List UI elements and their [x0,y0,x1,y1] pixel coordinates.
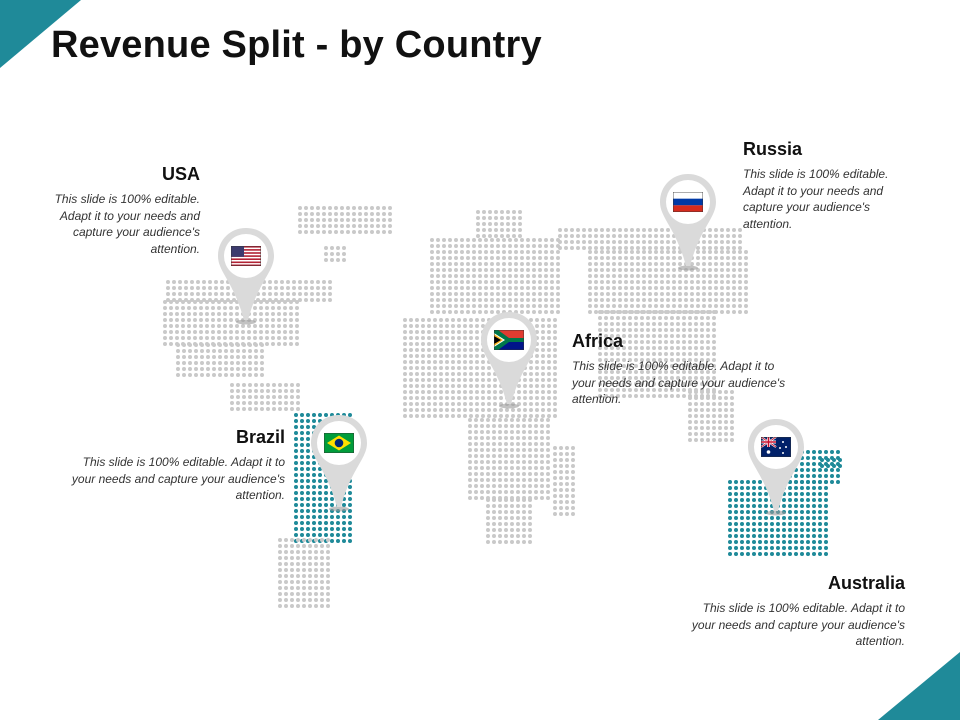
usa-description: This slide is 100% editable. Adapt it to… [54,192,200,256]
australia-description: This slide is 100% editable. Adapt it to… [691,601,905,648]
brazil-pin [307,411,371,515]
brazil-name: Brazil [235,427,285,447]
bottom-right-corner-accent [878,652,960,720]
russia-description: This slide is 100% editable. Adapt it to… [743,167,889,231]
russia-name: Russia [743,139,803,159]
south-africa-flag-icon [494,330,524,350]
usa-pin [214,224,278,328]
australia-pin [744,415,808,519]
africa-name: Africa [572,331,624,351]
usa-flag-icon [231,246,261,266]
australia-flag-icon [761,437,791,457]
brazil-flag-icon [324,433,354,453]
map-pin-icon [481,312,537,409]
russia-pin [656,170,720,274]
map-pin-icon [660,174,716,271]
australia-name: Australia [827,573,905,593]
africa-description: This slide is 100% editable. Adapt it to… [572,359,786,406]
africa-label: Africa This slide is 100% editable. Adap… [572,331,792,408]
map-pin-icon [218,228,274,325]
slide-title: Revenue Split - by Country [51,24,542,66]
russia-flag-icon [673,192,703,212]
usa-name: USA [161,164,200,184]
map-pin-icon [311,415,367,512]
brazil-description: This slide is 100% editable. Adapt it to… [71,455,285,502]
top-left-corner-accent [0,0,81,68]
usa-label: USA This slide is 100% editable. Adapt i… [40,164,200,257]
russia-label: Russia This slide is 100% editable. Adap… [743,139,908,232]
africa-pin [477,308,541,412]
brazil-label: Brazil This slide is 100% editable. Adap… [65,427,285,504]
australia-label: Australia This slide is 100% editable. A… [680,573,905,650]
map-pin-icon [748,419,804,516]
